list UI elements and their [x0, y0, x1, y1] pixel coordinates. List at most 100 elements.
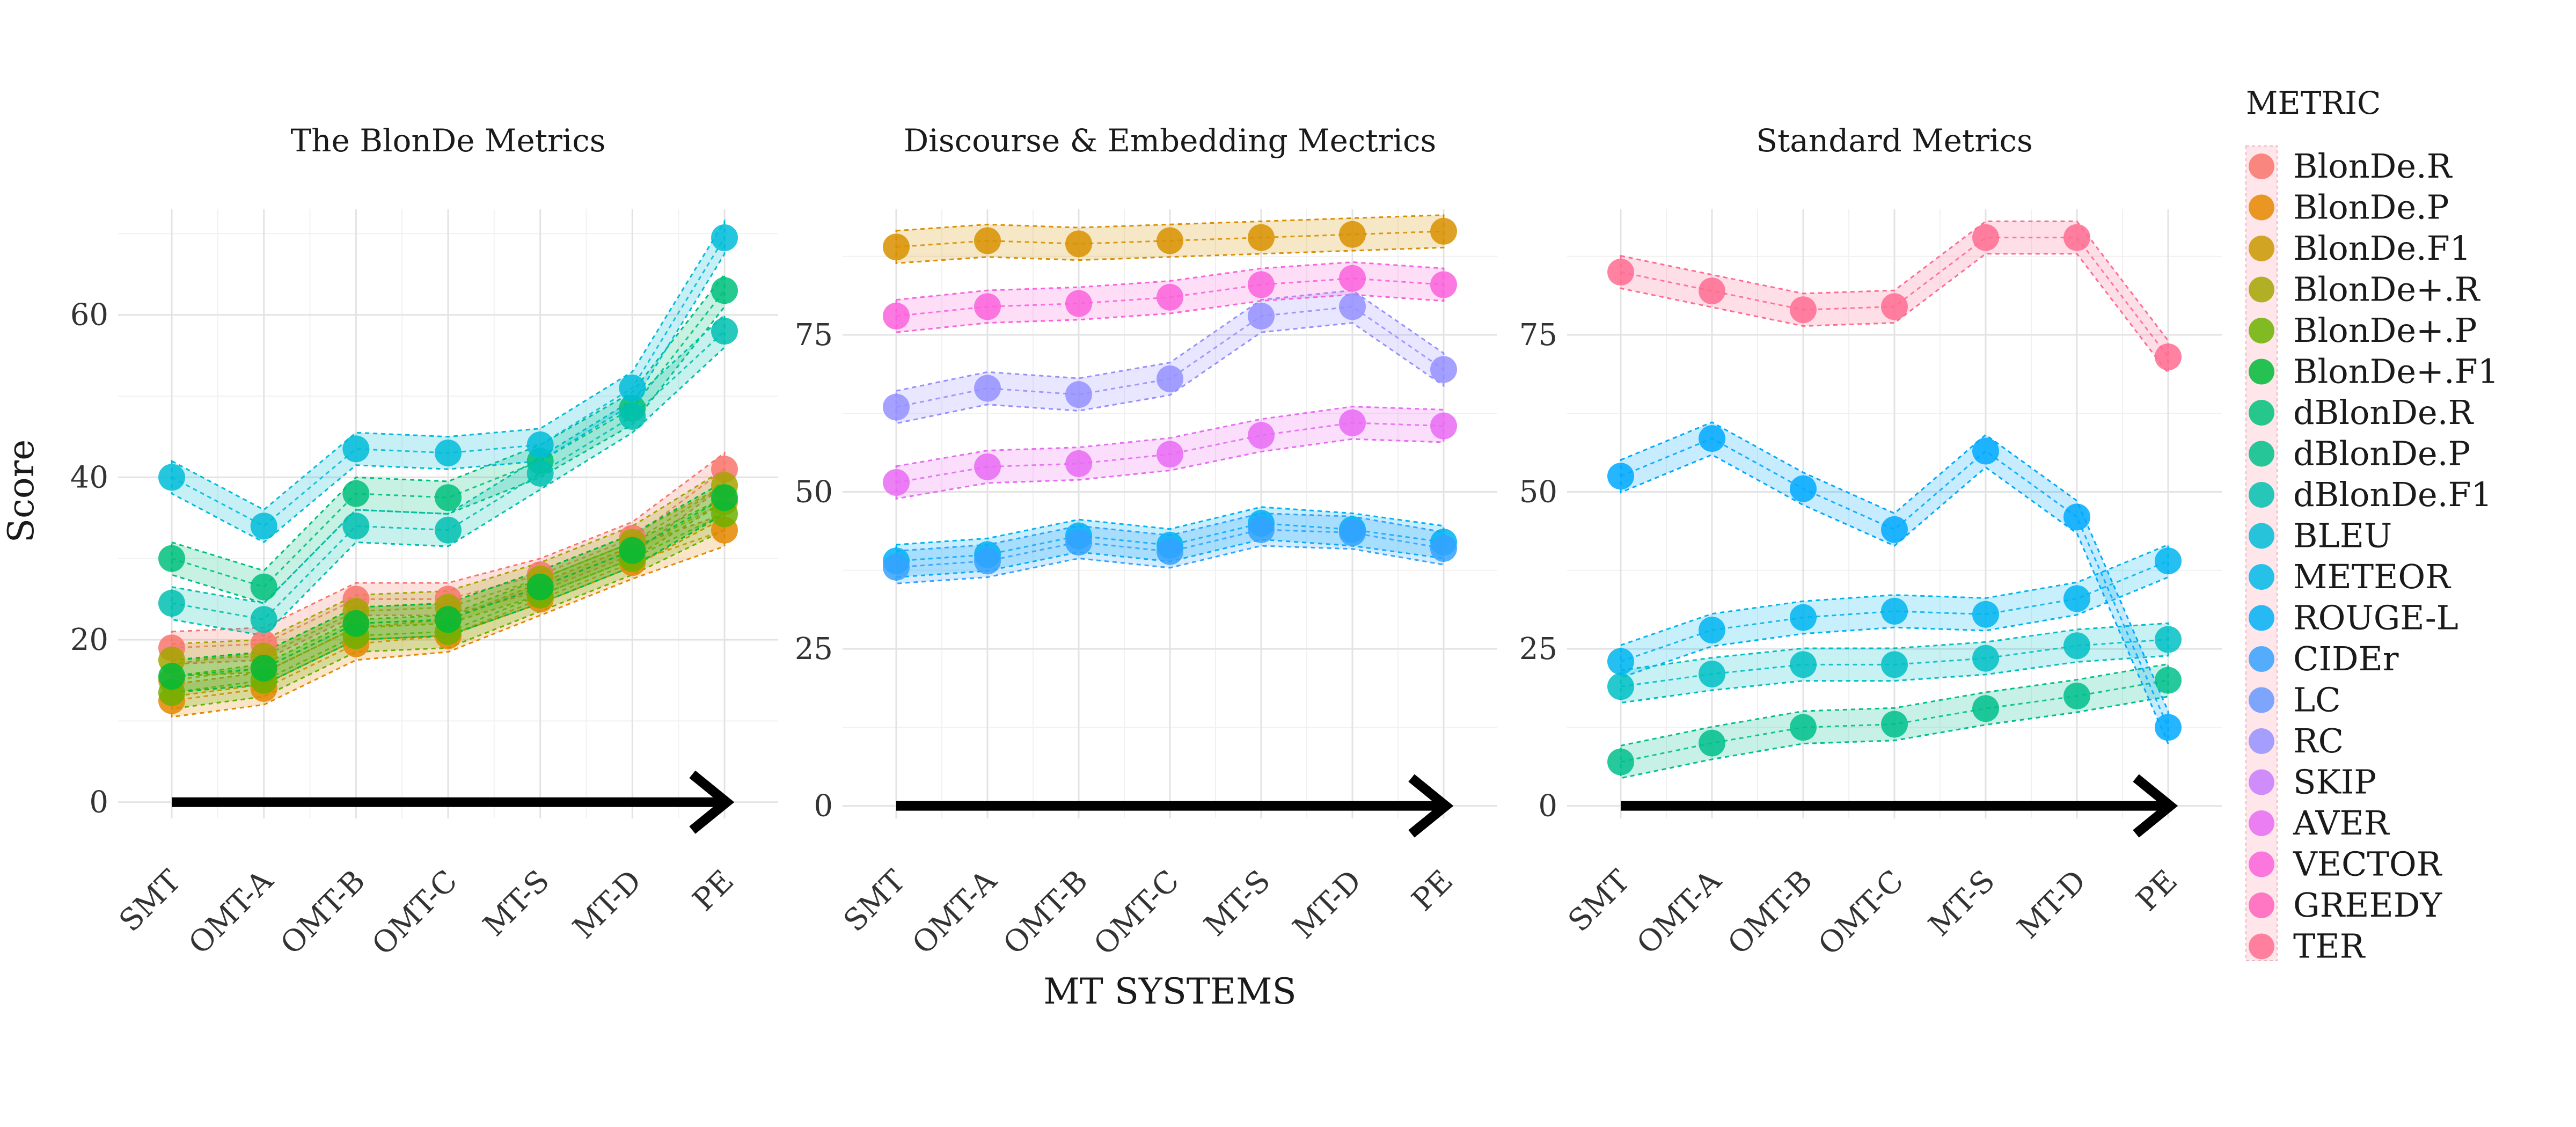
- point-METEOR: [1607, 673, 1634, 700]
- point-VECTOR: [974, 453, 1001, 480]
- point-TER: [1881, 293, 1908, 320]
- legend-swatch: [2249, 769, 2274, 795]
- point-BLEU: [1790, 714, 1817, 741]
- point-SKIP: [1339, 293, 1366, 320]
- ribbon-dBlonDe.F1: [171, 218, 726, 544]
- point-RC: [1430, 535, 1457, 562]
- legend-swatch: [2249, 400, 2274, 426]
- legend-swatch: [2249, 236, 2274, 261]
- point-dBlonDe.F1: [526, 431, 554, 458]
- point-CIDEr: [1790, 475, 1817, 502]
- point-BLEU: [2063, 682, 2090, 709]
- point-METEOR: [1972, 645, 1999, 672]
- x-tick-label: SMT: [113, 863, 188, 939]
- point-CIDEr: [2155, 714, 2182, 741]
- point-dBlonDe.F1: [619, 374, 646, 401]
- x-tick-label: PE: [686, 863, 741, 918]
- point-dBlonDe.P: [526, 459, 554, 487]
- legend-item: CIDEr: [2249, 639, 2399, 678]
- point-RC: [1065, 529, 1092, 556]
- y-tick-label: 60: [70, 298, 108, 333]
- legend-swatch: [2249, 276, 2274, 303]
- point-dBlonDe.P: [435, 516, 462, 544]
- point-dBlonDe.P: [711, 318, 738, 345]
- legend-swatch: [2249, 153, 2274, 179]
- legend-label: BLEU: [2293, 516, 2392, 555]
- series-group: [1607, 220, 2182, 779]
- point-CIDEr: [1972, 437, 1999, 465]
- legend-swatch: [2249, 933, 2274, 960]
- point-CIDEr: [2063, 503, 2090, 531]
- point-dBlonDe.F1: [342, 435, 370, 463]
- point-ROUGE-L: [1607, 648, 1634, 675]
- legend-label: RC: [2293, 721, 2344, 760]
- y-tick-label: 0: [814, 789, 833, 824]
- x-tick-label: OMT-A: [1630, 863, 1729, 962]
- y-tick-label: 25: [795, 632, 833, 667]
- panel-title: The BlonDe Metrics: [290, 122, 605, 159]
- legend-item: BlonDe+.P: [2249, 311, 2477, 350]
- legend-label: SKIP: [2293, 763, 2376, 802]
- legend-item: BlonDe+.R: [2249, 270, 2481, 309]
- point-GREEDY: [974, 293, 1001, 320]
- point-METEOR: [1881, 651, 1908, 678]
- x-tick-label: OMT-C: [1812, 863, 1911, 962]
- x-tick-label: OMT-B: [997, 863, 1095, 962]
- point-VECTOR: [1157, 441, 1183, 468]
- point-GREEDY: [1157, 283, 1183, 311]
- point-AVER: [883, 233, 910, 261]
- panel-title: Standard Metrics: [1756, 122, 2033, 159]
- point-VECTOR: [1430, 412, 1457, 440]
- legend-item: TER: [2249, 927, 2366, 966]
- point-AVER: [974, 227, 1001, 254]
- legend-swatch: [2249, 194, 2274, 221]
- legend-label: CIDEr: [2293, 639, 2399, 678]
- legend-label: BlonDe+.R: [2293, 270, 2481, 309]
- legend-swatch: [2249, 358, 2274, 385]
- legend-item: dBlonDe.P: [2249, 434, 2470, 473]
- point-RC: [883, 553, 910, 581]
- point-dBlonDe.F1: [250, 513, 277, 540]
- x-tick-label: OMT-C: [1087, 863, 1186, 962]
- x-tick-label: SMT: [1562, 863, 1637, 939]
- x-tick-label: PE: [2129, 863, 2184, 918]
- x-tick-label: SMT: [837, 863, 912, 939]
- legend-label: BlonDe.F1: [2293, 229, 2471, 268]
- point-BLEU: [1881, 711, 1908, 738]
- point-RC: [1339, 519, 1366, 546]
- legend-label: GREEDY: [2293, 885, 2442, 925]
- y-tick-label: 75: [795, 318, 833, 353]
- legend-item: AVER: [2249, 803, 2390, 843]
- legend-swatch: [2249, 687, 2274, 713]
- legend-item: BLEU: [2249, 516, 2392, 555]
- point-BlonDe+.F1: [619, 537, 646, 564]
- series-group: [158, 218, 738, 718]
- legend-item: BlonDe.F1: [2249, 229, 2471, 268]
- x-tick-label: OMT-C: [365, 863, 464, 962]
- x-tick-label: MT-S: [1922, 863, 2002, 943]
- legend-item: ROUGE-L: [2249, 598, 2458, 638]
- legend-label: dBlonDe.R: [2293, 393, 2474, 432]
- point-BLEU: [2155, 667, 2182, 694]
- legend-swatch: [2249, 851, 2274, 877]
- y-tick-label: 20: [70, 623, 108, 657]
- point-dBlonDe.P: [342, 513, 370, 540]
- legend-swatch: [2249, 441, 2274, 467]
- legend-label: LC: [2293, 680, 2341, 720]
- point-dBlonDe.R: [250, 573, 277, 601]
- x-tick-label: OMT-B: [1721, 863, 1819, 962]
- point-RC: [1157, 538, 1183, 565]
- legend-swatch: [2249, 564, 2274, 590]
- point-CIDEr: [1607, 463, 1634, 490]
- legend-item: RC: [2249, 721, 2344, 760]
- point-VECTOR: [1065, 450, 1092, 477]
- y-tick-label: 25: [1519, 632, 1557, 667]
- ribbon-SKIP: [895, 289, 1445, 425]
- x-axis-title: MT SYSTEMS: [1043, 971, 1297, 1012]
- legend-label: BlonDe.R: [2293, 147, 2453, 186]
- legend-item: LC: [2249, 680, 2341, 720]
- point-AVER: [1430, 217, 1457, 245]
- point-BLEU: [1972, 695, 1999, 722]
